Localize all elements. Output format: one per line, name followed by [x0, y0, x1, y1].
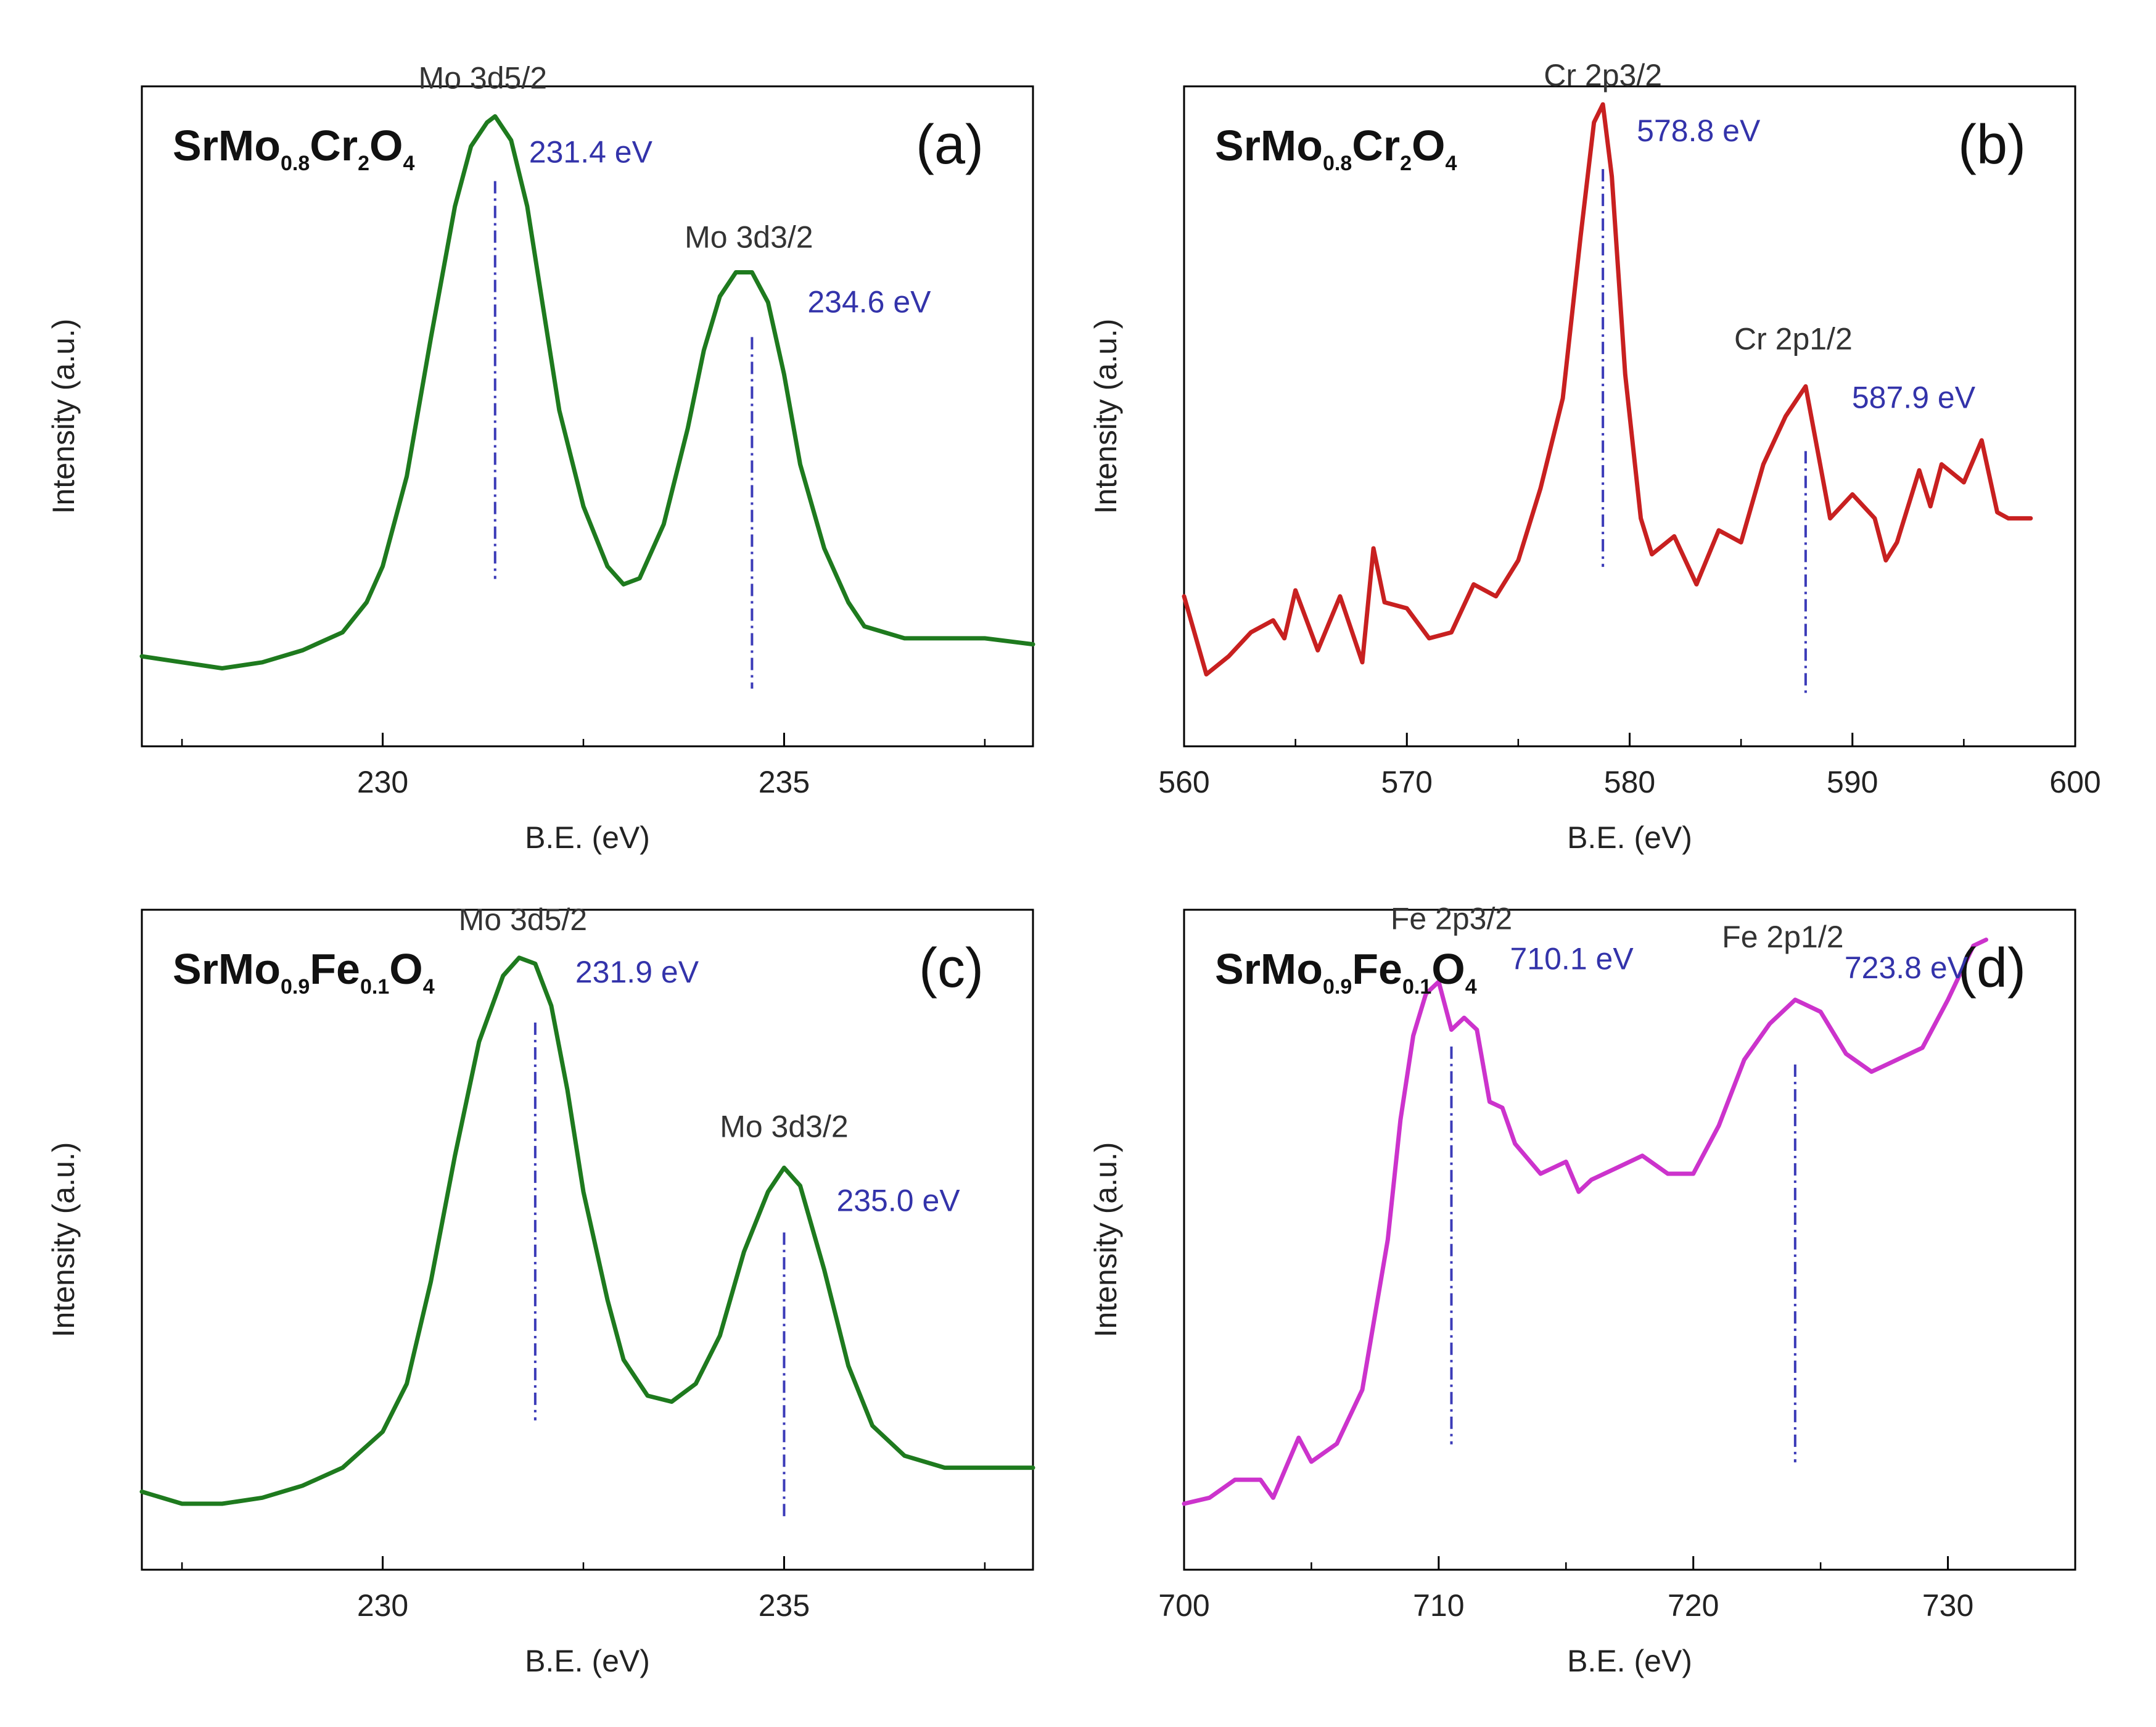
panel-c-peak-energy: 231.9 eV: [575, 955, 699, 989]
panel-d-xtick-label: 720: [1668, 1588, 1719, 1623]
panel-d-ylabel: Intensity (a.u.): [1088, 1142, 1123, 1338]
panel-c-xtick-label: 235: [759, 1588, 810, 1623]
panel-c-peak-name: Mo 3d5/2: [459, 902, 587, 937]
panel-a-peak-energy: 231.4 eV: [529, 135, 653, 170]
panel-d-compound-title: SrMo0.9Fe0.1O4: [1215, 945, 1477, 999]
panel-b-peak-name: Cr 2p1/2: [1734, 321, 1853, 356]
panel-a-xtick-label: 230: [357, 765, 408, 799]
panel-b-xtick-label: 560: [1158, 765, 1209, 799]
panel-c-xlabel: B.E. (eV): [525, 1644, 650, 1678]
panel-b-ylabel: Intensity (a.u.): [1088, 319, 1123, 514]
panel-b-svg: 560 570 580 590 600 B.E. (eV) Intensity (a.u.)…: [1088, 58, 2101, 855]
panel-a-xtick-label: 235: [759, 765, 810, 799]
panel-a-ylabel: Intensity (a.u.): [46, 319, 81, 514]
panel-c-peak-energy: 235.0 eV: [836, 1183, 960, 1218]
panel-c-plot-frame: [141, 909, 1034, 1571]
panel-b-peak-energy: 578.8 eV: [1637, 113, 1761, 148]
panel-a-panel-label: (a): [916, 114, 984, 176]
panel-a: 230 235 B.E. (eV) Intensity (a.u.) SrMo0.8Cr…: [19, 0, 1070, 864]
panel-c: 230 235 B.E. (eV) Intensity (a.u.) SrMo0.9Fe…: [19, 823, 1070, 1687]
panel-a-peak-name: Mo 3d3/2: [685, 220, 813, 255]
panel-b-panel-label: (b): [1958, 114, 2026, 176]
panel-b-xtick-label: 570: [1381, 765, 1433, 799]
panel-b-xtick-label: 600: [2049, 765, 2100, 799]
panel-b: 560 570 580 590 600 B.E. (eV) Intensity (a.u.)…: [1061, 0, 2112, 864]
panel-d-xtick-label: 730: [1922, 1588, 1973, 1623]
panel-d-xtick-label: 710: [1413, 1588, 1464, 1623]
panel-d-peak-name: Fe 2p3/2: [1391, 902, 1512, 936]
panel-b-compound-title: SrMo0.8Cr2O4: [1215, 122, 1457, 175]
panel-d-peak-name: Fe 2p1/2: [1722, 920, 1843, 954]
panel-d-xlabel: B.E. (eV): [1567, 1644, 1692, 1678]
panel-a-peak-energy: 234.6 eV: [807, 285, 931, 319]
panel-d-svg: 700 710 720 730 B.E. (eV) Intensity (a.u.) SrM…: [1088, 902, 2076, 1678]
panel-c-series-line: [139, 955, 1035, 1506]
panel-b-xtick-label: 590: [1827, 765, 1878, 799]
panel-c-svg: 230 235 B.E. (eV) Intensity (a.u.) SrMo0.9Fe…: [46, 902, 1035, 1678]
panel-a-plot-frame: [141, 85, 1034, 748]
panel-c-peak-name: Mo 3d3/2: [720, 1109, 848, 1144]
panel-b-peak-energy: 587.9 eV: [1852, 380, 1976, 414]
panel-c-compound-title: SrMo0.9Fe0.1O4: [173, 945, 435, 999]
panel-a-svg: 230 235 B.E. (eV) Intensity (a.u.) SrMo0.8Cr…: [46, 61, 1035, 855]
panel-a-series-line: [139, 114, 1035, 670]
panel-c-xtick-label: 230: [357, 1588, 408, 1623]
panel-d-plot-frame: [1183, 909, 2076, 1571]
panel-a-peak-name: Mo 3d5/2: [419, 61, 547, 96]
panel-d: 700 710 720 730 B.E. (eV) Intensity (a.u.) SrM…: [1061, 823, 2112, 1687]
panel-b-series-line: [1182, 102, 2033, 677]
panel-b-xtick-label: 580: [1604, 765, 1655, 799]
panel-d-peak-energy: 723.8 eV: [1845, 950, 1969, 985]
panel-c-panel-label: (c): [919, 938, 984, 999]
panel-d-series-line: [1182, 938, 1988, 1506]
panel-b-peak-name: Cr 2p3/2: [1544, 58, 1662, 93]
panel-d-xtick-label: 700: [1158, 1588, 1209, 1623]
panel-b-xlabel: B.E. (eV): [1567, 820, 1692, 855]
panel-d-panel-label: (d): [1958, 938, 2026, 999]
panel-a-compound-title: SrMo0.8Cr2O4: [173, 122, 414, 175]
panel-d-peak-energy: 710.1 eV: [1510, 942, 1634, 976]
panel-c-ylabel: Intensity (a.u.): [46, 1142, 81, 1338]
panel-a-xlabel: B.E. (eV): [525, 820, 650, 855]
